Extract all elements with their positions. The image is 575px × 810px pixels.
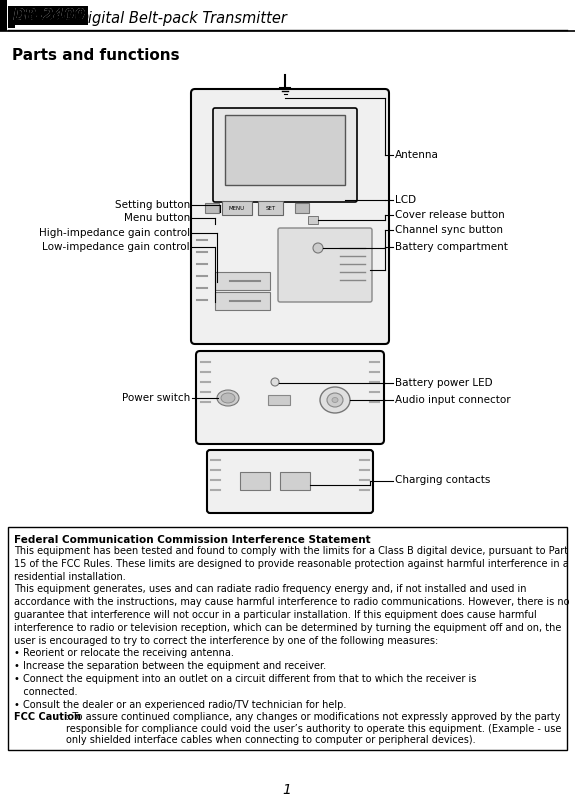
Text: LCD: LCD (395, 195, 416, 205)
Ellipse shape (332, 398, 338, 403)
Text: DB-2400: DB-2400 (13, 8, 86, 23)
Bar (258, 201, 283, 215)
Text: FCC Caution: FCC Caution (14, 712, 81, 722)
Bar (205, 203, 219, 213)
Bar (225, 115, 345, 185)
Text: : To assure continued compliance, any changes or modifications not expressly app: : To assure continued compliance, any ch… (66, 712, 561, 745)
Bar (0, 0, 7, 31)
Bar (268, 395, 290, 405)
Circle shape (271, 378, 279, 386)
Text: Channel sync button: Channel sync button (395, 225, 503, 235)
Bar (222, 201, 252, 215)
FancyBboxPatch shape (207, 450, 373, 513)
Text: MENU: MENU (229, 206, 245, 211)
Circle shape (313, 243, 323, 253)
Text: Charging contacts: Charging contacts (395, 475, 490, 485)
Ellipse shape (327, 393, 343, 407)
Text: DB-2400: DB-2400 (13, 8, 86, 23)
Text: High-impedance gain control: High-impedance gain control (39, 228, 190, 238)
Bar (8, 6, 15, 28)
Bar (308, 216, 318, 224)
Bar (295, 203, 309, 213)
Bar (8, 527, 567, 750)
FancyBboxPatch shape (191, 89, 389, 344)
Text: Battery power LED: Battery power LED (395, 378, 493, 388)
Text: Setting button: Setting button (115, 200, 190, 210)
FancyBboxPatch shape (278, 228, 372, 302)
Bar (280, 472, 310, 490)
Bar (240, 472, 270, 490)
Ellipse shape (320, 387, 350, 413)
Text: Low-impedance gain control: Low-impedance gain control (43, 242, 190, 252)
FancyBboxPatch shape (213, 108, 357, 202)
Text: Federal Communication Commission Interference Statement: Federal Communication Commission Interfe… (14, 535, 371, 545)
Text: Cover release button: Cover release button (395, 210, 505, 220)
Ellipse shape (217, 390, 239, 406)
Text: Audio input connector: Audio input connector (395, 395, 511, 405)
Text: DB-2400: DB-2400 (20, 11, 90, 27)
FancyBboxPatch shape (196, 351, 384, 444)
Text: Battery compartment: Battery compartment (395, 242, 508, 252)
Bar (215, 272, 270, 290)
Text: 1: 1 (282, 783, 292, 797)
Text: Digital Belt-pack Transmitter: Digital Belt-pack Transmitter (72, 11, 287, 27)
Text: Parts and functions: Parts and functions (12, 48, 179, 63)
Ellipse shape (221, 393, 235, 403)
Text: Antenna: Antenna (395, 150, 439, 160)
Text: SET: SET (266, 206, 276, 211)
Bar (215, 292, 270, 310)
Text: Power switch: Power switch (122, 393, 190, 403)
Text: Menu button: Menu button (124, 213, 190, 223)
Text: This equipment has been tested and found to comply with the limits for a Class B: This equipment has been tested and found… (14, 546, 569, 710)
